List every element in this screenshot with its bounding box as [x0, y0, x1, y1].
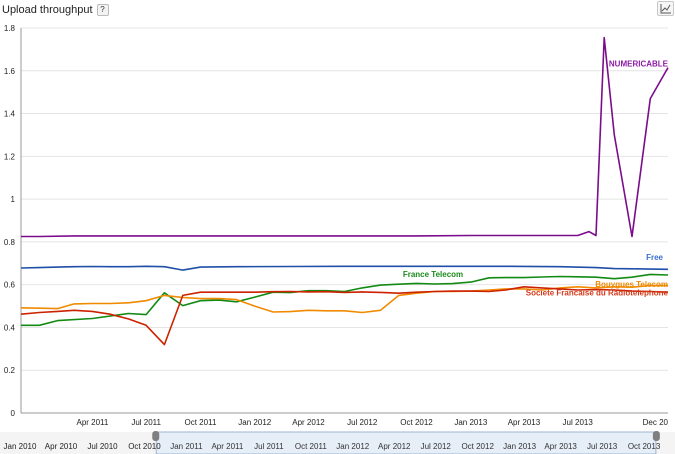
series-line: [20, 284, 669, 314]
navigator-label: Apr 2012: [378, 442, 411, 451]
navigator-label: Oct 2010: [128, 442, 161, 451]
navigator-left-handle[interactable]: [152, 431, 160, 441]
navigator-label: Jul 2013: [587, 442, 618, 451]
gridlines: [20, 27, 668, 414]
series-lines: [20, 36, 669, 346]
series-line: [20, 265, 669, 271]
y-tick-label: 0.4: [4, 323, 16, 332]
y-tick-label: 1.8: [4, 24, 16, 33]
y-tick-label: 0.8: [4, 238, 16, 247]
series-line: [21, 273, 669, 327]
series-label: Societe Francaise du Radiotelephone: [526, 288, 669, 297]
series-label: France Telecom: [403, 270, 463, 279]
navigator-label: Jul 2010: [87, 442, 118, 451]
navigator-label: Oct 2011: [295, 442, 327, 451]
series-label: Free: [646, 253, 663, 262]
y-tick-label: 0.2: [4, 366, 16, 375]
x-tick-label: Oct 2012: [400, 418, 433, 427]
x-tick-label: Oct 2011: [185, 418, 217, 427]
y-tick-label: 1.4: [4, 110, 16, 119]
x-tick-label: Jan 2012: [238, 418, 271, 427]
navigator-label: Jan 2013: [503, 442, 536, 451]
y-tick-label: 1: [11, 195, 16, 204]
line-chart-icon: [660, 4, 671, 14]
x-tick-label: Jul 2012: [347, 418, 378, 427]
x-tick-label: Apr 2012: [292, 418, 325, 427]
navigator-label: Apr 2011: [211, 442, 243, 451]
y-tick-label: 1.6: [4, 67, 16, 76]
x-tick-label: Jan 2013: [454, 418, 487, 427]
help-button[interactable]: ?: [96, 4, 109, 16]
x-tick-label: Jul 2011: [131, 418, 161, 427]
x-tick-label: Apr 2013: [508, 418, 541, 427]
x-tick-label: Jul 2013: [563, 418, 594, 427]
navigator-label: Oct 2012: [461, 442, 494, 451]
navigator-label: Apr 2010: [45, 442, 78, 451]
y-axis: 0 0.2 0.4 0.6 0.8 1 1.2 1.4 1.6 1.8: [4, 24, 16, 418]
x-axis: Apr 2011 Jul 2011 Oct 2011 Jan 2012 Apr 2012…: [76, 418, 668, 427]
x-tick-label: Apr 2011: [76, 418, 108, 427]
x-tick-label: Dec 20: [643, 418, 669, 427]
series-labels: NUMERICABLE Free France Telecom Bouygues Te…: [403, 60, 669, 298]
y-tick-label: 0: [11, 409, 16, 418]
navigator-label: Jul 2011: [254, 442, 284, 451]
navigator-label: Oct 2013: [628, 442, 661, 451]
series-label: NUMERICABLE: [609, 60, 669, 69]
navigator-label: Jan 2010: [4, 442, 37, 451]
series-line: [20, 285, 669, 346]
chart-header: Upload throughput ?: [2, 3, 109, 17]
navigator-label: Apr 2013: [544, 442, 577, 451]
chart-type-button[interactable]: [657, 1, 674, 16]
range-navigator[interactable]: Jan 2010 Apr 2010 Jul 2010 Oct 2010 Jan 2011…: [0, 431, 675, 454]
navigator-selection[interactable]: [155, 431, 657, 454]
y-tick-label: 0.6: [4, 281, 16, 290]
navigator-right-handle[interactable]: [652, 431, 660, 441]
chart-title: Upload throughput: [2, 4, 93, 16]
navigator-label: Jan 2011: [170, 442, 203, 451]
navigator-label: Jan 2012: [336, 442, 369, 451]
series-label: Bouygues Telecom: [595, 280, 668, 289]
navigator-label: Jul 2012: [421, 442, 452, 451]
series-line: [21, 36, 669, 238]
y-tick-label: 1.2: [4, 152, 16, 161]
